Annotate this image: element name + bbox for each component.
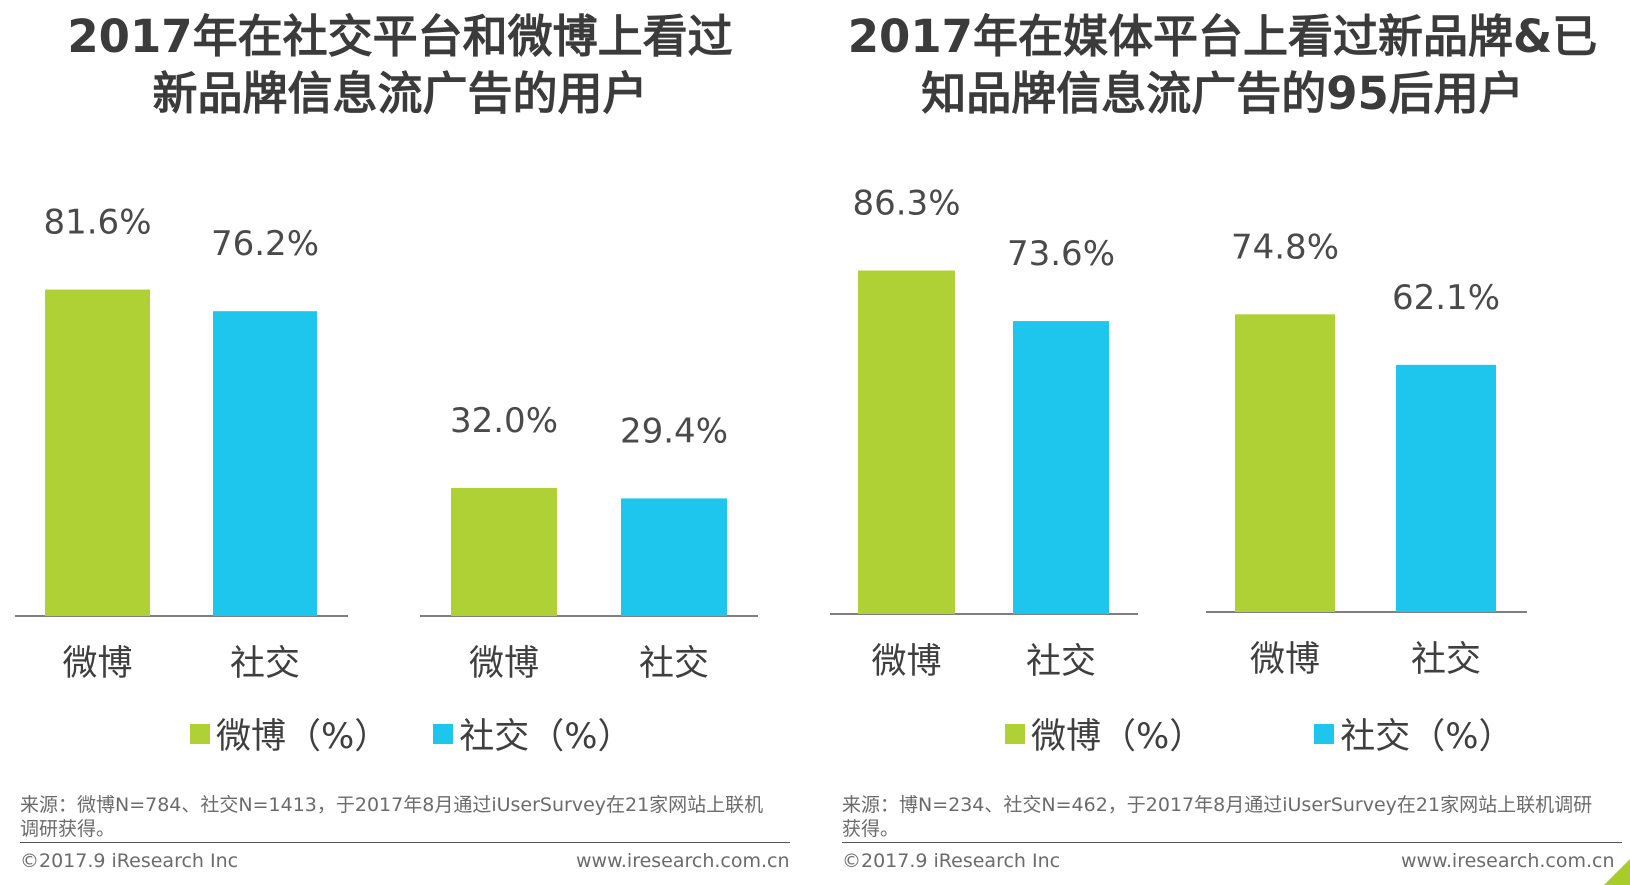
left-value-label-group1-weibo: 81.6% bbox=[43, 203, 151, 243]
left-chart-panel: 2017年在社交平台和微博上看过 新品牌信息流广告的用户 81.6% 微博 76.2… bbox=[0, 0, 800, 885]
right-bar-group1-social bbox=[1013, 321, 1109, 614]
left-category-label-group1-weibo: 微博 bbox=[62, 644, 132, 684]
right-bar-group1-weibo bbox=[858, 270, 955, 614]
left-legend-weibo-swatch bbox=[190, 723, 210, 744]
right-legend-social-swatch bbox=[1314, 723, 1335, 744]
right-category-label-group1-social: 社交 bbox=[1026, 642, 1096, 682]
right-category-label-group1-weibo: 微博 bbox=[871, 642, 941, 682]
left-bar-group2-social bbox=[621, 498, 727, 616]
left-legend-social-label: 社交（%） bbox=[459, 717, 633, 757]
right-legend: 微博（%） 社交（%） bbox=[1005, 708, 1514, 759]
left-bar-chart: 81.6% 微博 76.2% 社交 32.0% 微博 29.4% 社交 bbox=[15, 203, 758, 684]
left-category-label-group2-social: 社交 bbox=[639, 644, 709, 684]
left-legend: 微博（%） 社交（%） bbox=[190, 708, 633, 759]
right-chart-panel: 2017年在媒体平台上看过新品牌&已 知品牌信息流广告的95后用户 86.3% 微… bbox=[815, 0, 1630, 885]
left-bar-group1-weibo bbox=[45, 289, 150, 616]
right-title-line-1: 2017年在媒体平台上看过新品牌&已 bbox=[847, 10, 1598, 63]
corner-accent bbox=[1604, 859, 1630, 885]
left-value-label-group1-social: 76.2% bbox=[211, 224, 319, 264]
right-bar-group2-weibo bbox=[1235, 314, 1335, 612]
left-bar-group1-social bbox=[213, 311, 317, 616]
left-value-label-group2-weibo: 32.0% bbox=[450, 401, 558, 441]
right-value-label-group1-weibo: 86.3% bbox=[852, 184, 960, 224]
left-source-note: 来源：微博N=784、社交N=1413，于2017年8月通过iUserSurve… bbox=[20, 794, 764, 840]
left-bar-group2-weibo bbox=[451, 488, 557, 616]
left-legend-social-swatch bbox=[433, 723, 454, 744]
right-bar-chart: 86.3% 微博 73.6% 社交 74.8% 微博 62.1% 社交 bbox=[830, 184, 1527, 682]
left-title-line-2: 新品牌信息流广告的用户 bbox=[152, 67, 648, 120]
left-title-line-1: 2017年在社交平台和微博上看过 bbox=[67, 10, 733, 63]
right-bar-group2-social bbox=[1396, 364, 1496, 612]
right-title-line-2: 知品牌信息流广告的95后用户 bbox=[921, 67, 1524, 120]
right-value-label-group2-social: 62.1% bbox=[1392, 278, 1500, 318]
right-chart-title: 2017年在媒体平台上看过新品牌&已 知品牌信息流广告的95后用户 bbox=[815, 8, 1630, 122]
left-category-label-group1-social: 社交 bbox=[230, 644, 300, 684]
right-source-note: 来源：博N=234、社交N=462，于2017年8月通过iUserSurvey在… bbox=[842, 794, 1593, 840]
left-legend-weibo-label: 微博（%） bbox=[216, 717, 390, 757]
right-value-label-group1-social: 73.6% bbox=[1007, 234, 1115, 274]
right-category-label-group2-social: 社交 bbox=[1411, 640, 1481, 680]
right-legend-weibo-swatch bbox=[1005, 723, 1025, 744]
right-category-label-group2-weibo: 微博 bbox=[1250, 640, 1320, 680]
right-legend-social-label: 社交（%） bbox=[1340, 717, 1514, 757]
right-legend-weibo-label: 微博（%） bbox=[1031, 717, 1205, 757]
left-category-label-group2-weibo: 微博 bbox=[469, 644, 539, 684]
right-website: www.iresearch.com.cn bbox=[1401, 850, 1615, 872]
right-copyright: ©2017.9 iResearch Inc bbox=[842, 850, 1061, 872]
left-chart-title: 2017年在社交平台和微博上看过 新品牌信息流广告的用户 bbox=[0, 8, 800, 122]
left-footer-divider bbox=[20, 842, 790, 843]
left-copyright: ©2017.9 iResearch Inc bbox=[20, 850, 239, 872]
right-footer-divider bbox=[842, 842, 1622, 843]
left-value-label-group2-social: 29.4% bbox=[620, 411, 728, 451]
right-value-label-group2-weibo: 74.8% bbox=[1231, 227, 1339, 267]
left-website: www.iresearch.com.cn bbox=[576, 850, 790, 872]
